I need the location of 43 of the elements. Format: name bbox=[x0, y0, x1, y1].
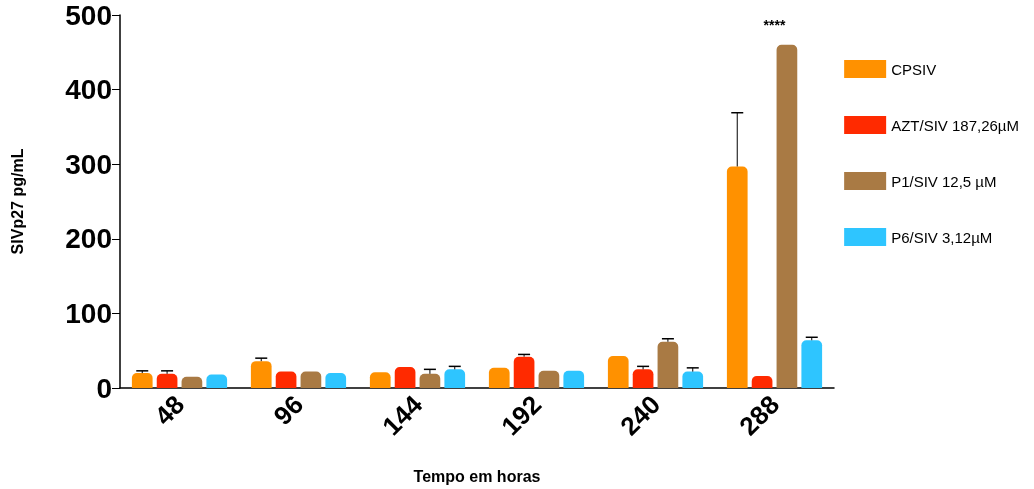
bar bbox=[607, 355, 629, 388]
x-tick-label: 240 bbox=[614, 389, 667, 442]
bar bbox=[369, 372, 391, 388]
x-axis-title: Tempo em horas bbox=[413, 467, 541, 485]
bar bbox=[563, 370, 585, 388]
bar bbox=[776, 44, 798, 388]
y-tick-label: 400 bbox=[65, 74, 112, 106]
bar bbox=[394, 367, 416, 388]
bar bbox=[181, 376, 203, 388]
bar bbox=[488, 367, 510, 388]
legend-label: AZT/SIV 187,26µM bbox=[891, 116, 1019, 134]
annotation: **** bbox=[763, 17, 786, 33]
legend-label: P1/SIV 12,5 µM bbox=[891, 172, 997, 190]
bar bbox=[657, 341, 679, 388]
bar bbox=[632, 369, 654, 388]
bar bbox=[300, 371, 322, 388]
bar bbox=[275, 371, 297, 388]
bar bbox=[419, 373, 441, 388]
bar bbox=[444, 369, 466, 388]
bar bbox=[726, 166, 748, 388]
bar bbox=[513, 356, 535, 388]
bar bbox=[325, 373, 347, 388]
bar bbox=[206, 374, 228, 388]
legend-label: CPSIV bbox=[891, 60, 937, 78]
y-axis-title: SIVp27 pg/mL bbox=[8, 148, 26, 255]
y-tick-label: 200 bbox=[65, 223, 112, 255]
legend-label: P6/SIV 3,12µM bbox=[891, 228, 993, 246]
x-tick-label: 48 bbox=[148, 389, 191, 432]
y-tick-label: 0 bbox=[96, 372, 112, 404]
x-tick-label: 192 bbox=[495, 389, 548, 442]
bar bbox=[751, 376, 773, 388]
bar bbox=[682, 371, 704, 388]
y-tick-label: 300 bbox=[65, 148, 112, 180]
x-tick-label: 288 bbox=[733, 389, 786, 442]
bar bbox=[156, 373, 178, 388]
x-tick-label: 144 bbox=[376, 389, 429, 442]
bar bbox=[538, 370, 560, 388]
x-tick-label: 96 bbox=[267, 389, 310, 432]
bar bbox=[250, 361, 272, 388]
bar bbox=[131, 373, 153, 388]
y-tick-label: 100 bbox=[65, 297, 112, 329]
y-tick-label: 500 bbox=[65, 0, 112, 31]
bar bbox=[801, 340, 823, 388]
